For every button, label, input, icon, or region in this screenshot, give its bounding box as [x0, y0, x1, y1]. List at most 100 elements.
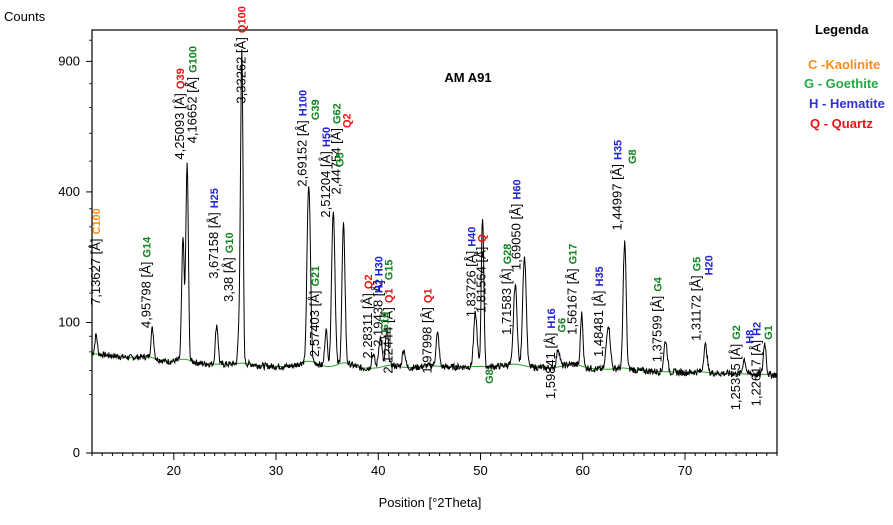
peak-d-spacing-label: 1,56167 [Å]	[565, 268, 580, 335]
x-tick-label: 60	[576, 463, 590, 478]
peak-annotation: 1,31172 [Å] G5	[688, 257, 703, 341]
peak-phase-label: H25	[209, 188, 221, 208]
peak-annotation: 2,69152 [Å] H100	[295, 90, 310, 187]
peak-d-spacing-label: 3,67158 [Å]	[206, 212, 221, 278]
peak-annotation: 1,69050 [Å] H60	[508, 179, 523, 270]
x-tick-label: 70	[678, 463, 692, 478]
peak-d-spacing-label: 3,33262 [Å]	[233, 37, 248, 104]
peak-phase-label: G8	[627, 149, 639, 164]
peak-annotation: 1,48481 [Å] H35	[591, 266, 606, 357]
legend-item-hematite: H - Hematite	[809, 96, 885, 111]
peak-phase-label: H8	[745, 330, 757, 344]
peak-phase-label: H40	[466, 227, 478, 247]
peak-annotation: 1,56167 [Å] G17	[565, 244, 580, 335]
peak-d-spacing-label: 4,95798 [Å]	[138, 262, 153, 329]
peak-annotation: 2,51204 [Å] H50	[318, 127, 333, 218]
peak-d-spacing-label: 1,22617 [Å]	[749, 340, 764, 407]
y-tick-label: 400	[58, 184, 80, 199]
peak-phase-label: H35	[594, 266, 606, 286]
peak-phase-label: G8	[484, 369, 496, 384]
peak-annotation: 1,81564 [Å] Q	[474, 234, 489, 314]
peak-d-spacing-label: 4,16652 [Å]	[184, 77, 199, 143]
peak-phase-label: G28	[502, 244, 514, 265]
peak-d-spacing-label: 2,28311 [Å]	[360, 293, 375, 359]
peak-phase-label: G14	[141, 236, 153, 258]
peak-phase-label: Q1	[422, 288, 434, 303]
peak-phase-label: G15	[384, 260, 396, 281]
peak-d-spacing-label: 1,25375 [Å]	[728, 344, 743, 411]
peak-d-spacing-label: 2,44754 [Å]	[328, 128, 343, 195]
peak-phase-label: Q1	[384, 288, 396, 303]
peak-phase-label: H2	[373, 279, 385, 293]
legend-item-kaolinite: C -Kaolinite	[808, 57, 880, 72]
peak-d-spacing-label: 1,37599 [Å]	[650, 296, 665, 363]
peak-phase-label: H50	[321, 127, 333, 147]
peak-d-spacing-label: 2,51204 [Å]	[318, 151, 333, 218]
peak-phase-label: H2	[752, 322, 764, 336]
x-tick-label: 20	[167, 463, 181, 478]
peak-annotation: 7,13627 [Å] C100	[88, 208, 103, 305]
peak-annotation: 2,12444 [Å] Q1	[381, 288, 396, 373]
peak-phase-label: Q39	[175, 68, 187, 89]
peak-d-spacing-label: 1,71583 [Å]	[499, 268, 514, 335]
peak-phase-label: G5	[691, 257, 703, 272]
y-tick-label: 900	[58, 53, 80, 68]
peak-annotation: 2,57403 [Å] G21	[307, 266, 322, 357]
x-axis-title: Position [°2Theta]	[379, 495, 482, 510]
peak-annotation: 1,37599 [Å] G4	[650, 276, 665, 362]
y-tick-label: 0	[73, 445, 80, 460]
peak-phase-label: G17	[568, 244, 580, 265]
peak-phase-label: H100	[298, 90, 310, 116]
peak-d-spacing-label: 1,81564 [Å]	[474, 247, 489, 314]
x-tick-label: 40	[371, 463, 385, 478]
peak-d-spacing-label: 2,69152 [Å]	[295, 120, 310, 187]
peak-annotation: 1,22617 [Å] H2	[749, 322, 764, 407]
peak-d-spacing-label: 1,31172 [Å]	[688, 275, 703, 341]
peak-annotation: 3,67158 [Å] H25	[206, 188, 221, 279]
peak-annotation: 4,95798 [Å] G14	[138, 236, 153, 328]
peak-phase-label: Q2	[342, 113, 354, 128]
peak-annotation: 4,25093 [Å] Q39	[172, 68, 187, 159]
peak-annotation: 1,44997 [Å] H35	[610, 140, 625, 231]
peak-annotation: 3,38 [Å] G10	[221, 232, 236, 302]
peak-d-spacing-label: 1,83726 [Å]	[463, 251, 478, 317]
peak-d-spacing-label: 3,38 [Å]	[221, 257, 236, 302]
peak-phase-label: G1	[763, 325, 775, 340]
peak-annotation: 1,97998 [Å] Q1	[419, 288, 434, 373]
peak-phase-label: G39	[310, 99, 322, 120]
x-tick-label: 50	[473, 463, 487, 478]
peak-phase-label: Q	[477, 234, 489, 243]
peak-annotation: 1,71583 [Å] G28	[499, 244, 514, 335]
peak-d-spacing-label: 7,13627 [Å]	[88, 239, 103, 306]
peak-phase-label: G5	[335, 152, 347, 167]
peak-phase-label: H60	[511, 179, 523, 199]
peak-phase-label: H20	[704, 255, 716, 275]
peak-annotation: 2,44754 [Å] G62	[328, 103, 343, 194]
peak-annotation: 2,19438 [Å] H30	[370, 256, 385, 347]
peak-annotation: 2,28311 [Å] Q2	[360, 274, 375, 358]
y-tick-label: 100	[58, 314, 80, 329]
x-tick-label: 30	[269, 463, 283, 478]
peak-phase-label: G4	[653, 276, 665, 292]
peak-d-spacing-label: 4,25093 [Å]	[172, 93, 187, 160]
chart-title: AM A91	[444, 70, 491, 85]
peak-phase-label: H35	[613, 140, 625, 160]
peak-d-spacing-label: 1,97998 [Å]	[419, 307, 434, 374]
peak-phase-label: G10	[224, 232, 236, 253]
plot-frame	[91, 29, 778, 454]
peak-phase-label: G10	[380, 312, 392, 333]
peak-annotation: 1,25375 [Å] G2	[728, 325, 743, 410]
legend-item-goethite: G - Goethite	[804, 76, 878, 91]
peak-annotation: 1,59841 [Å] H16	[543, 308, 558, 399]
peak-phase-label: C100	[91, 208, 103, 234]
legend-item-quartz: Q - Quartz	[810, 116, 873, 131]
y-axis-title: Counts	[4, 9, 46, 24]
peak-d-spacing-label: 2,19438 [Å]	[370, 280, 385, 347]
peak-annotation: 4,16652 [Å] G100	[184, 46, 199, 143]
peak-phase-label: G2	[731, 325, 743, 340]
peak-d-spacing-label: 2,57403 [Å]	[307, 291, 322, 358]
legend: Legenda C -Kaolinite G - Goethite H - He…	[804, 22, 885, 131]
peak-phase-label: G62	[331, 103, 343, 124]
